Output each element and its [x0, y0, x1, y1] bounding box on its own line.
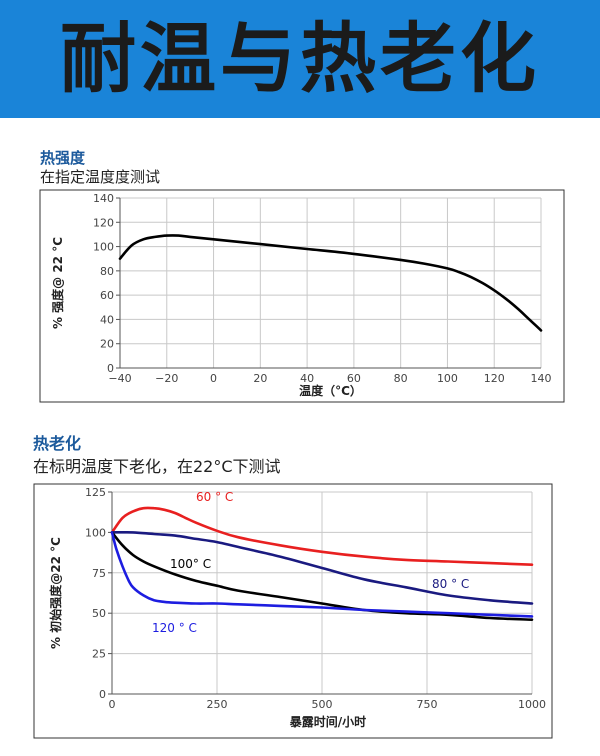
x-tick-label: 140 [531, 372, 552, 385]
y-tick-label: 100 [93, 241, 114, 254]
section2-title: 热老化 [33, 434, 82, 453]
x-tick-label: −20 [155, 372, 178, 385]
x-tick-label: 250 [207, 698, 228, 711]
y-tick-label: 40 [100, 313, 114, 326]
header-banner: 耐温与热老化 [0, 0, 600, 118]
series-line-100c [110, 531, 534, 621]
series-line-60c [110, 506, 534, 566]
x-tick-label: 750 [417, 698, 438, 711]
y-tick-label: 60 [100, 289, 114, 302]
x-tick-label: 500 [312, 698, 333, 711]
chart-frame [33, 483, 553, 739]
x-axis-label: 温度（°C） [299, 383, 362, 398]
heat-strength-chart: −40 −20 0 20 40 60 80 100 120 140 0 20 40 60 80 100 120 1… [39, 189, 565, 403]
x-tick-label: −40 [108, 372, 131, 385]
y-tick-label: 100 [85, 526, 106, 539]
x-tick-label: 0 [210, 372, 217, 385]
heat-aging-chart: 0 250 500 750 1000 0 25 50 75 100 125 暴露时间/小时 % 初始强度… [33, 483, 553, 739]
y-tick-label: 0 [99, 688, 106, 701]
series-label-120c: 120 ° C [152, 621, 197, 635]
y-tick-label: 0 [107, 362, 114, 375]
series-line-120c [110, 531, 534, 618]
section1-subtitle: 在指定温度度测试 [40, 168, 161, 186]
y-tick-label: 120 [93, 216, 114, 229]
x-tick-label: 120 [484, 372, 505, 385]
chart-frame [39, 189, 565, 403]
x-axis-label: 暴露时间/小时 [289, 714, 366, 729]
series-label-80c: 80 ° C [432, 577, 469, 591]
x-tick-label: 20 [253, 372, 267, 385]
series-label-60c: 60 ° C [196, 490, 233, 504]
y-tick-label: 125 [85, 486, 106, 499]
section1-title: 热强度 [40, 149, 86, 167]
y-tick-label: 140 [93, 192, 114, 205]
page-title: 耐温与热老化 [60, 14, 540, 103]
x-tick-label: 60 [347, 372, 361, 385]
y-tick-label: 80 [100, 265, 114, 278]
series-line-80c [110, 530, 534, 605]
y-axis-label: % 强度@ 22 °C [50, 237, 65, 329]
series-label-100c: 100° C [170, 557, 211, 571]
x-tick-label: 100 [437, 372, 458, 385]
y-tick-label: 20 [100, 338, 114, 351]
x-tick-label: 1000 [518, 698, 546, 711]
x-tick-label: 80 [394, 372, 408, 385]
y-tick-label: 25 [92, 648, 106, 661]
y-axis-label: % 初始强度@22 °C [48, 537, 63, 649]
y-tick-label: 50 [92, 607, 106, 620]
x-tick-label: 40 [300, 372, 314, 385]
section2-subtitle: 在标明温度下老化，在22°C下测试 [33, 457, 281, 476]
x-tick-label: 0 [109, 698, 116, 711]
y-tick-label: 75 [92, 567, 106, 580]
series-line-0 [118, 234, 543, 332]
